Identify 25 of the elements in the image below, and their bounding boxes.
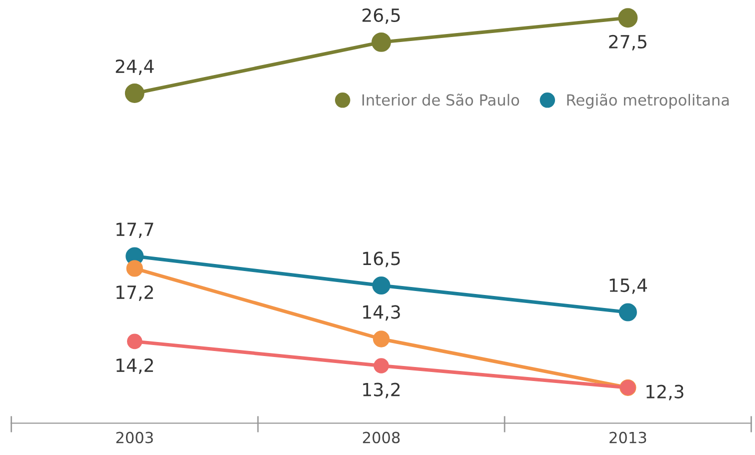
point xyxy=(124,84,144,103)
point xyxy=(127,334,142,350)
data-label: 17,7 xyxy=(116,222,154,238)
legend-label: Região metropolitana xyxy=(567,94,729,109)
point xyxy=(618,8,638,28)
point xyxy=(618,303,637,322)
data-label: 13,2 xyxy=(363,382,400,398)
data-label: 14,2 xyxy=(116,358,153,374)
point xyxy=(374,358,389,374)
data-label: 17,2 xyxy=(116,285,153,301)
data-label: 15,4 xyxy=(610,278,647,294)
point xyxy=(372,276,390,294)
point xyxy=(126,260,143,277)
data-label: 27,5 xyxy=(609,34,646,50)
x-tick-label: 2008 xyxy=(362,432,400,444)
data-label: 24,4 xyxy=(116,59,154,75)
point xyxy=(372,32,391,52)
data-label: 16,5 xyxy=(363,252,400,268)
data-label: 26,5 xyxy=(362,8,400,24)
point xyxy=(372,330,390,348)
data-label: 12,3 xyxy=(646,384,684,400)
x-tick-label: 2013 xyxy=(610,432,646,444)
x-tick-label: 2003 xyxy=(116,432,153,444)
data-label: 14,3 xyxy=(363,305,400,321)
legend-label: Interior de São Paulo xyxy=(362,94,520,106)
